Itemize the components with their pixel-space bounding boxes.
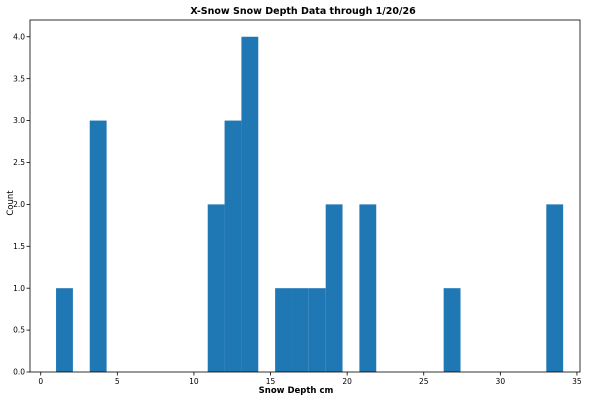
x-tick-label: 20: [342, 377, 352, 386]
y-tick-label: 0.5: [13, 326, 25, 335]
x-tick-label: 25: [419, 377, 429, 386]
x-tick-label: 5: [115, 377, 120, 386]
histogram-bar: [275, 288, 292, 372]
y-axis-label: Count: [6, 190, 16, 216]
histogram-bar: [241, 36, 259, 373]
x-tick-label: 10: [189, 377, 199, 386]
histogram-bar: [546, 204, 564, 372]
chart-title: X-Snow Snow Depth Data through 1/20/26: [190, 6, 416, 17]
y-tick-label: 2.5: [13, 158, 25, 167]
x-tick-label: 0: [38, 377, 43, 386]
histogram-bar: [207, 204, 225, 372]
histogram-bar: [224, 120, 242, 372]
y-tick-label: 1.5: [13, 242, 25, 251]
histogram-bar: [56, 288, 73, 372]
y-tick-label: 2.0: [13, 200, 25, 209]
y-tick-label: 0.0: [13, 368, 25, 377]
x-axis-label: Snow Depth cm: [259, 386, 334, 396]
plot-frame: [29, 19, 581, 373]
y-tick-label: 4.0: [13, 32, 25, 41]
bars-group: [56, 36, 564, 373]
histogram-bar: [325, 204, 343, 372]
histogram-bar: [291, 288, 309, 372]
y-tick-label: 1.0: [13, 284, 25, 293]
x-tick-label: 30: [496, 377, 506, 386]
histogram-bar: [359, 204, 377, 372]
histogram-bar: [443, 288, 461, 372]
y-tick-label: 3.0: [13, 116, 25, 125]
histogram-bar: [308, 288, 326, 372]
y-tick-label: 3.5: [13, 74, 25, 83]
x-tick-label: 35: [572, 377, 582, 386]
y-axis-ticks: 0.0 0.5 1.0 1.5 2.0 2.5 3.0 3.5 4.0: [13, 32, 30, 377]
histogram-bar: [89, 120, 107, 372]
x-tick-label: 15: [266, 377, 276, 386]
x-axis-ticks: 0 5 10 15 20 25 30 35: [38, 372, 582, 386]
